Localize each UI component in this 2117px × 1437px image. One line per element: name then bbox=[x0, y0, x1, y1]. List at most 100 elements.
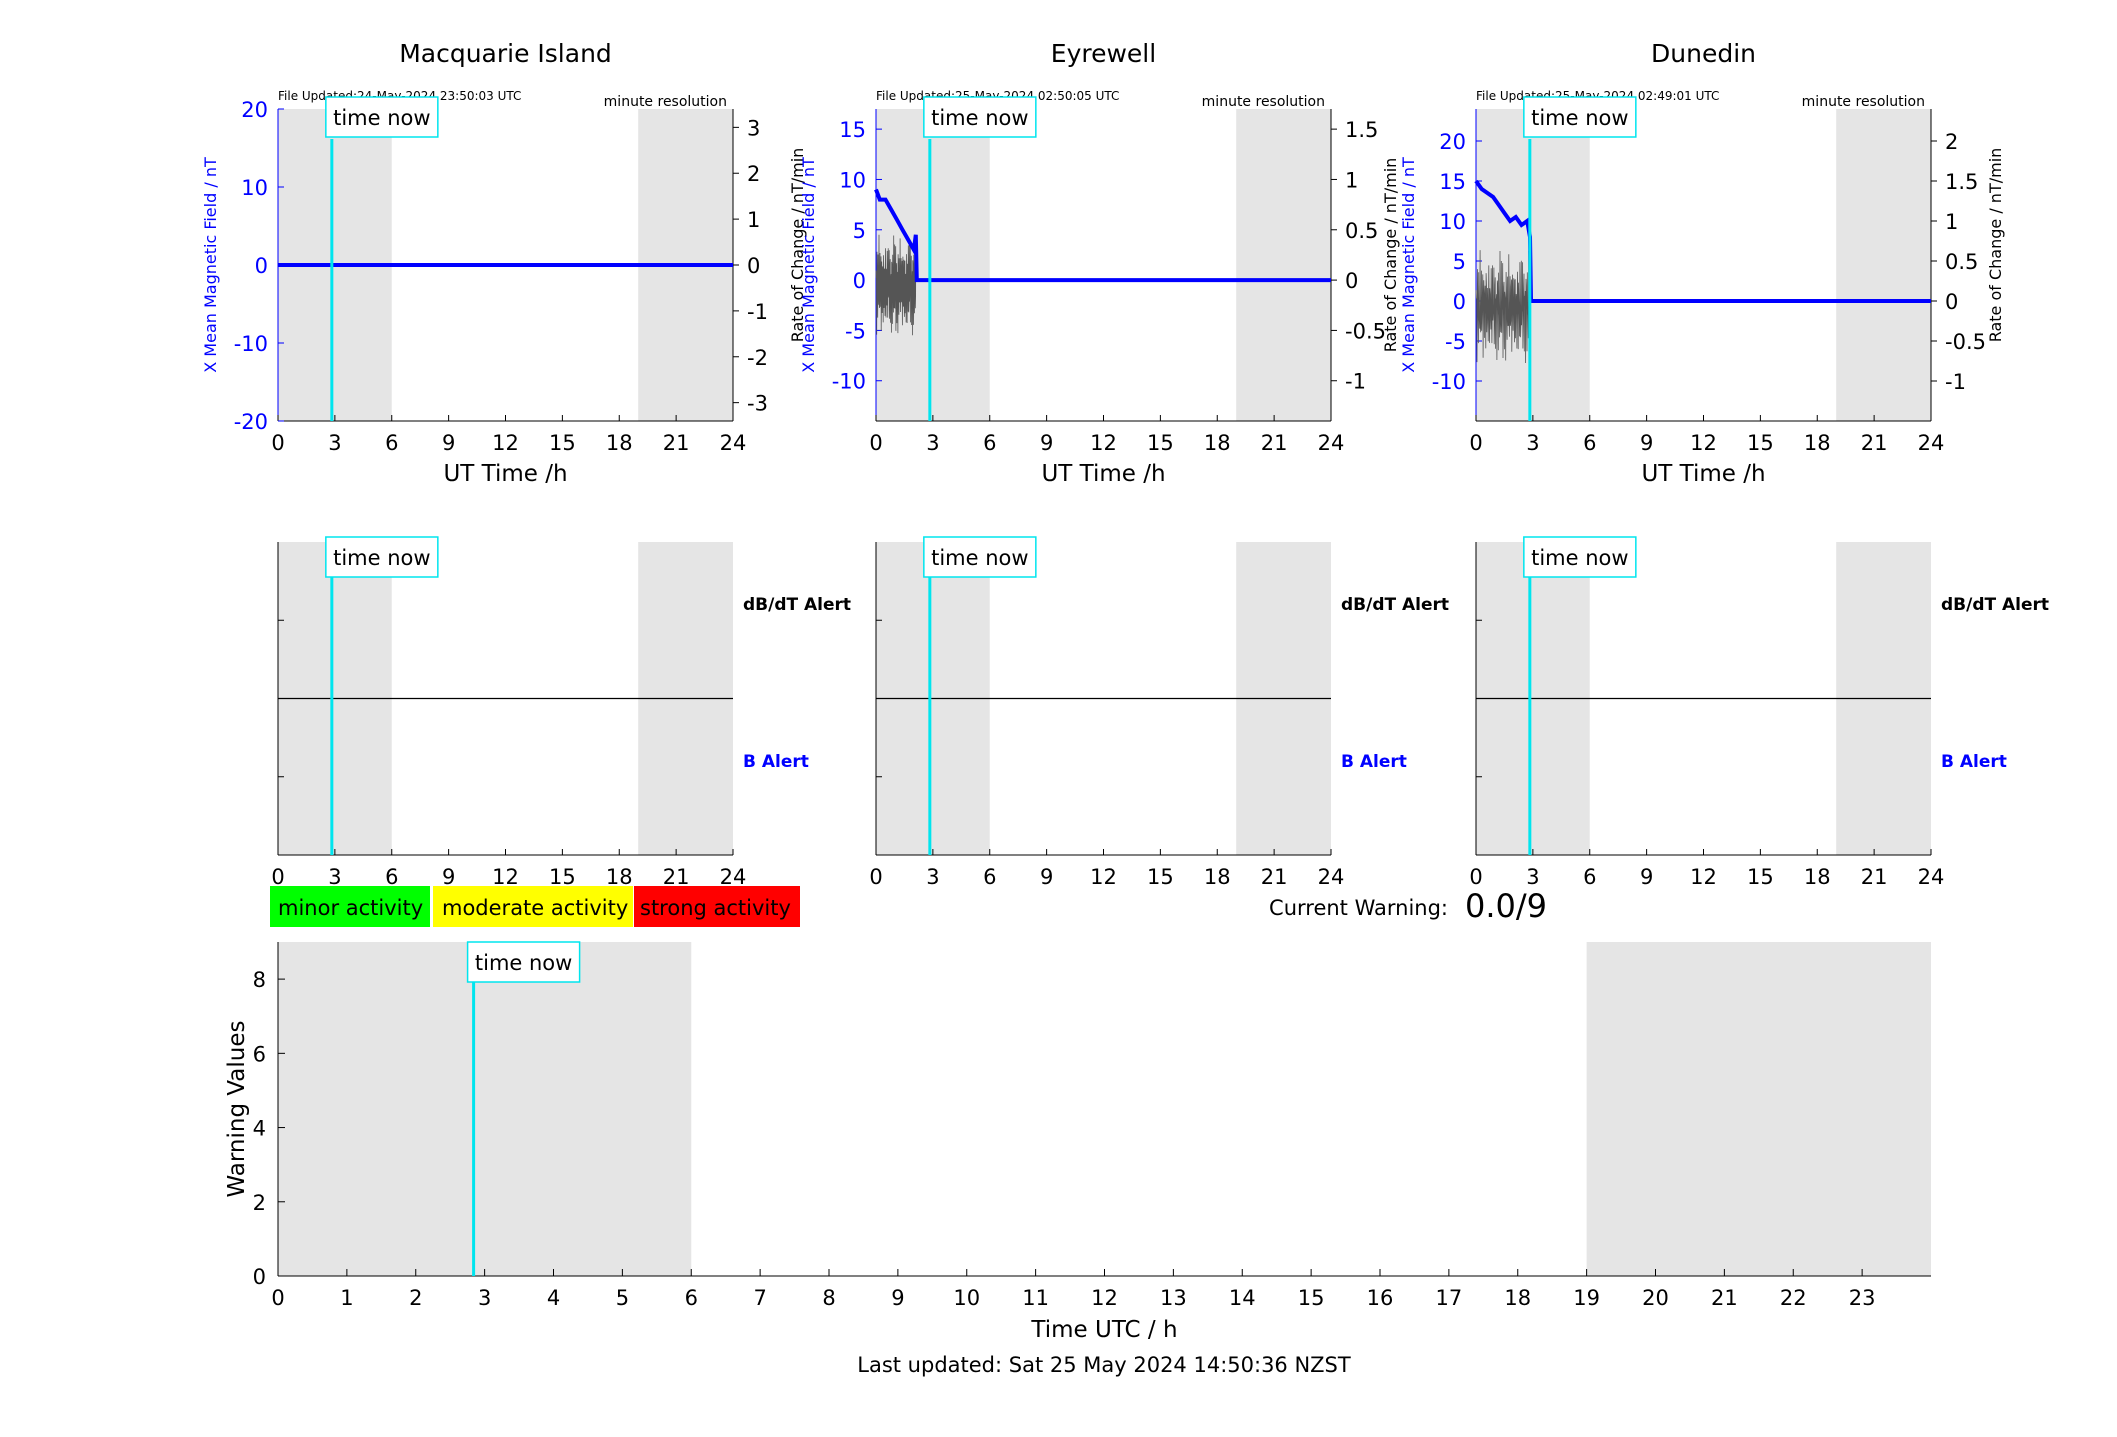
right-tick-label: 1.5 bbox=[1345, 118, 1378, 142]
x-tick-label: 15 bbox=[1747, 865, 1774, 889]
right-tick-label: 1 bbox=[1945, 210, 1958, 234]
right-tick-label: 2 bbox=[1945, 130, 1958, 154]
time-now-label: time now bbox=[1531, 106, 1628, 130]
right-tick-label: 0 bbox=[1945, 290, 1958, 314]
time-now-label: time now bbox=[333, 546, 430, 570]
left-tick-label: 20 bbox=[1439, 130, 1466, 154]
right-tick-label: 1 bbox=[1345, 168, 1358, 192]
time-now-box bbox=[923, 536, 1037, 578]
time-now-box bbox=[325, 536, 439, 578]
x-tick-label: 18 bbox=[606, 865, 633, 889]
x-tick-label: 0 bbox=[1469, 865, 1482, 889]
x-tick-label: 15 bbox=[1147, 865, 1174, 889]
right-tick-label: -0.5 bbox=[1345, 319, 1386, 343]
y-tick-label: 0 bbox=[253, 1265, 266, 1289]
right-tick-label: 0.5 bbox=[1945, 250, 1978, 274]
resolution-text: minute resolution bbox=[604, 94, 727, 110]
x-tick-label: 12 bbox=[1690, 865, 1717, 889]
left-tick-label: 5 bbox=[853, 219, 866, 243]
right-y-label: Rate of Change / nT/min bbox=[788, 148, 807, 343]
y-tick-label: 6 bbox=[253, 1042, 266, 1066]
left-y-label: X Mean Magnetic Field / nT bbox=[201, 157, 220, 373]
x-axis-label: Time UTC / h bbox=[1030, 1317, 1177, 1343]
x-tick-label: 19 bbox=[1573, 1286, 1600, 1310]
left-y-label-extra: Rate of Change / nT/min bbox=[1381, 158, 1400, 353]
left-tick-label: 15 bbox=[1439, 170, 1466, 194]
station-title: Dunedin bbox=[1651, 39, 1756, 68]
x-tick-label: 8 bbox=[822, 1286, 835, 1310]
left-tick-label: 0 bbox=[1453, 290, 1466, 314]
night-shade bbox=[1586, 942, 1931, 1276]
left-tick-label: -10 bbox=[234, 332, 268, 356]
current-warning-value: 0.0/9 bbox=[1465, 887, 1547, 925]
b-alert-label: B Alert bbox=[1341, 752, 1407, 772]
rate-trace bbox=[1475, 250, 1531, 364]
right-tick-label: 1 bbox=[747, 208, 760, 232]
x-tick-label: 22 bbox=[1780, 1286, 1807, 1310]
right-tick-label: -2 bbox=[747, 346, 768, 370]
x-tick-label: 6 bbox=[385, 431, 398, 455]
x-tick-label: 12 bbox=[1690, 431, 1717, 455]
x-tick-label: 12 bbox=[1090, 865, 1117, 889]
activity-legend: minor activity moderate activity strong ac… bbox=[270, 886, 800, 927]
dbdt-alert-label: dB/dT Alert bbox=[1341, 595, 1449, 615]
right-tick-label: 0.5 bbox=[1345, 219, 1378, 243]
time-now-box bbox=[1523, 536, 1637, 578]
dbdt-alert-label: dB/dT Alert bbox=[743, 595, 851, 615]
night-shade bbox=[1236, 109, 1331, 421]
right-tick-label: 0 bbox=[747, 254, 760, 278]
x-tick-label: 3 bbox=[328, 431, 341, 455]
x-tick-label: 18 bbox=[1804, 431, 1831, 455]
left-tick-label: 0 bbox=[255, 254, 268, 278]
x-tick-label: 9 bbox=[1040, 865, 1053, 889]
night-shade bbox=[1836, 109, 1931, 421]
x-tick-label: 15 bbox=[1147, 431, 1174, 455]
x-tick-label: 12 bbox=[492, 865, 519, 889]
x-axis-label: UT Time /h bbox=[443, 461, 567, 487]
dbdt-alert-label: dB/dT Alert bbox=[1941, 595, 2049, 615]
x-tick-label: 18 bbox=[1504, 1286, 1531, 1310]
x-tick-label: 6 bbox=[983, 431, 996, 455]
x-tick-label: 1 bbox=[340, 1286, 353, 1310]
moderate-swatch bbox=[433, 886, 633, 927]
left-tick-label: -5 bbox=[845, 319, 866, 343]
time-now-label: time now bbox=[1531, 546, 1628, 570]
x-tick-label: 15 bbox=[549, 431, 576, 455]
left-tick-label: 10 bbox=[839, 168, 866, 192]
night-shade bbox=[1476, 109, 1590, 421]
x-tick-label: 21 bbox=[663, 865, 690, 889]
moderate-label: moderate activity bbox=[442, 896, 628, 920]
alert-panel-1: 0 3 6 9 12 15 18 21 24 dB/dT Alert B Alert time now bbox=[869, 536, 1449, 889]
x-tick-label: 10 bbox=[953, 1286, 980, 1310]
left-tick-label: -10 bbox=[1432, 370, 1466, 394]
resolution-text: minute resolution bbox=[1202, 94, 1325, 110]
rate-trace bbox=[875, 234, 917, 336]
right-y-label: Rate of Change / nT/min bbox=[1986, 148, 2005, 343]
right-tick-label: -0.5 bbox=[1945, 330, 1986, 354]
right-tick-label: 3 bbox=[747, 116, 760, 140]
x-tick-label: 18 bbox=[1804, 865, 1831, 889]
x-tick-label: 7 bbox=[753, 1286, 766, 1310]
x-tick-label: 21 bbox=[1861, 431, 1888, 455]
time-now-box bbox=[325, 96, 439, 138]
x-tick-label: 0 bbox=[1469, 431, 1482, 455]
y-tick-label: 2 bbox=[253, 1191, 266, 1215]
x-tick-label: 18 bbox=[1204, 865, 1231, 889]
x-tick-label: 24 bbox=[1318, 865, 1345, 889]
left-tick-label: 10 bbox=[241, 176, 268, 200]
strong-swatch bbox=[634, 886, 800, 927]
x-tick-label: 24 bbox=[1318, 431, 1345, 455]
x-tick-label: 9 bbox=[891, 1286, 904, 1310]
x-tick-label: 11 bbox=[1022, 1286, 1049, 1310]
current-warning-label: Current Warning: bbox=[1269, 896, 1448, 920]
x-tick-label: 12 bbox=[1090, 431, 1117, 455]
left-tick-label: -20 bbox=[234, 410, 268, 434]
x-tick-label: 20 bbox=[1642, 1286, 1669, 1310]
field-line bbox=[874, 188, 1331, 283]
x-tick-label: 24 bbox=[1918, 431, 1945, 455]
